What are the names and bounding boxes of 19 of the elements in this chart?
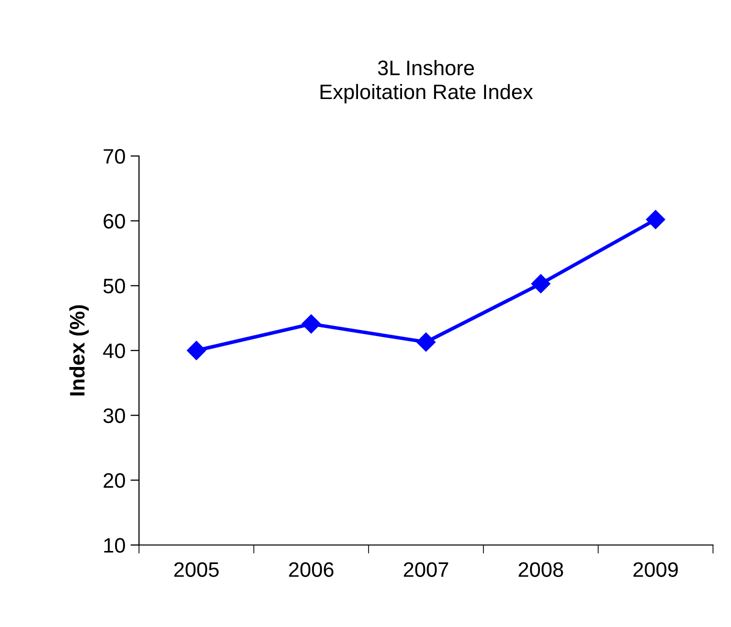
- chart-title: 3L Inshore Exploitation Rate Index: [320, 60, 533, 104]
- y-tick-label: 30: [103, 408, 125, 424]
- y-tick-label: 40: [103, 344, 125, 358]
- y-axis-title: Index (%): [69, 305, 89, 396]
- x-tick-label: 2006: [289, 562, 334, 577]
- point: [531, 274, 550, 294]
- point: [302, 314, 321, 334]
- point: [186, 340, 206, 360]
- x-tick-label: 2007: [404, 562, 448, 577]
- point: [416, 332, 436, 352]
- y-tick-label: 10: [104, 538, 125, 553]
- x-tick-label: 2009: [633, 562, 678, 577]
- y-tick-label: 60: [104, 214, 125, 229]
- y-tick-label: 70: [104, 149, 125, 164]
- x-tick-label: 2005: [174, 562, 219, 577]
- y-tick-label: 20: [104, 473, 125, 488]
- x-tick-label: 2008: [518, 562, 564, 577]
- y-tick-label: 50: [103, 278, 125, 294]
- point: [646, 210, 666, 230]
